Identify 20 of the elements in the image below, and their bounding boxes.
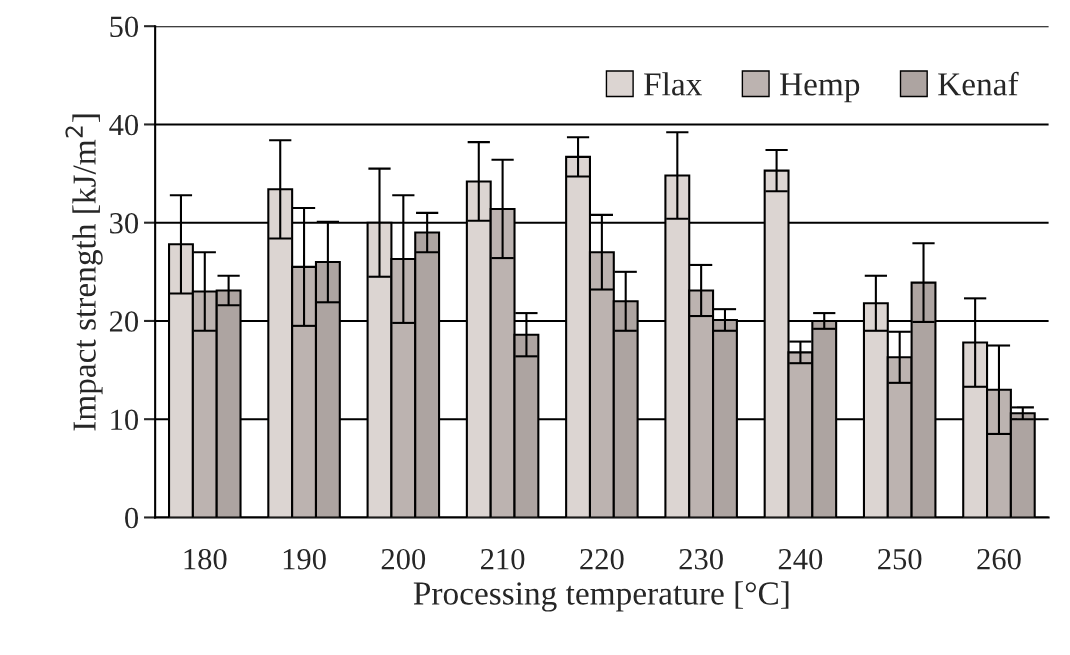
x-tick-label: 240	[778, 548, 823, 570]
x-tick-label: 250	[878, 548, 922, 570]
legend-label: Hemp	[780, 73, 860, 103]
y-axis-title: Impact strength [kJ/m$^{2}$]	[65, 114, 103, 431]
y-tick-label: 10	[111, 409, 139, 431]
legend-label: Kenaf	[938, 71, 1019, 96]
x-tick-label: 220	[580, 548, 624, 570]
y-tick-label: 30	[110, 212, 139, 234]
y-tick-label: 20	[109, 311, 139, 332]
legend-label: Flax	[644, 72, 702, 96]
y-tick-label: 40	[109, 114, 139, 136]
y-tick-label: 0	[125, 507, 139, 529]
x-tick-label: 260	[977, 548, 1021, 570]
x-tick-label: 180	[184, 548, 227, 570]
x-tick-label: 200	[381, 548, 426, 570]
y-tick-label: 50	[110, 16, 139, 38]
x-tick-label: 230	[679, 548, 723, 570]
x-tick-label: 210	[481, 548, 525, 570]
x-axis-title: Processing temperature [°C]	[413, 581, 789, 612]
x-tick-label: 190	[283, 548, 326, 570]
